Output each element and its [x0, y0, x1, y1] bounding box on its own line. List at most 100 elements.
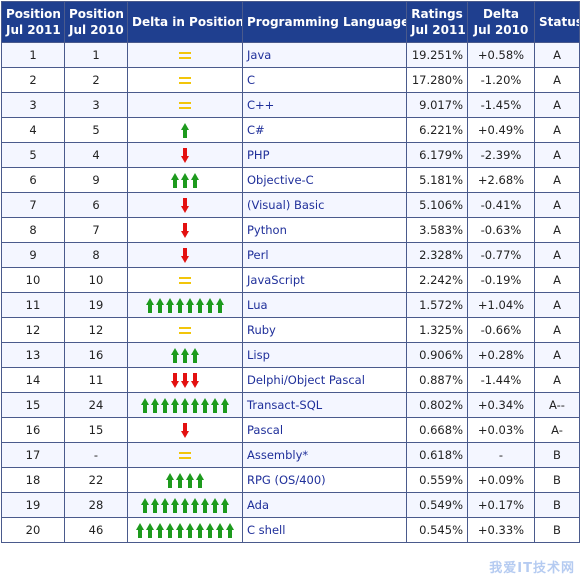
- delta-position-cell: [127, 367, 243, 393]
- table-row: 4 5 C# 6.221% +0.49% A: [1, 117, 580, 143]
- language-cell: Ada: [242, 492, 407, 518]
- arrow-up-icon: [165, 297, 175, 313]
- arrow-up-icon: [165, 472, 175, 488]
- position-2010-cell: 7: [64, 217, 128, 243]
- arrow-up-icon: [185, 472, 195, 488]
- table-row: 3 3 C++ 9.017% -1.45% A: [1, 92, 580, 118]
- ratings-cell: 2.242%: [406, 267, 468, 293]
- table-row: 2 2 C 17.280% -1.20% A: [1, 67, 580, 93]
- position-2011-cell: 15: [1, 392, 65, 418]
- delta-position-cell: [127, 267, 243, 293]
- status-cell: A: [534, 342, 580, 368]
- delta-position-cell: [127, 192, 243, 218]
- arrow-down-icon: [180, 372, 190, 388]
- status-cell: B: [534, 492, 580, 518]
- status-cell: A: [534, 92, 580, 118]
- position-2010-cell: 15: [64, 417, 128, 443]
- language-cell: Java: [242, 42, 407, 68]
- status-cell: A: [534, 167, 580, 193]
- delta-cell: +0.49%: [467, 117, 535, 143]
- delta-cell: +0.09%: [467, 467, 535, 493]
- ratings-cell: 0.545%: [406, 517, 468, 543]
- delta-position-cell: [127, 117, 243, 143]
- delta-cell: -1.20%: [467, 67, 535, 93]
- position-2011-cell: 20: [1, 517, 65, 543]
- position-2010-cell: 19: [64, 292, 128, 318]
- arrow-up-icon: [170, 347, 180, 363]
- delta-position-cell: [127, 492, 243, 518]
- table-row: 15 24 Transact-SQL 0.802% +0.34% A--: [1, 392, 580, 418]
- ranking-table: Position Jul 2011 Position Jul 2010 Delta …: [1, 1, 580, 543]
- status-cell: A: [534, 317, 580, 343]
- status-cell: A: [534, 217, 580, 243]
- ratings-cell: 2.328%: [406, 242, 468, 268]
- status-cell: A: [534, 267, 580, 293]
- position-2010-cell: 28: [64, 492, 128, 518]
- language-cell: Transact-SQL: [242, 392, 407, 418]
- position-2010-cell: 9: [64, 167, 128, 193]
- position-2011-cell: 18: [1, 467, 65, 493]
- arrow-up-icon: [215, 522, 225, 538]
- language-cell: Assembly*: [242, 442, 407, 468]
- delta-cell: +0.28%: [467, 342, 535, 368]
- position-2011-cell: 11: [1, 292, 65, 318]
- arrow-down-icon: [180, 247, 190, 263]
- delta-cell: -1.44%: [467, 367, 535, 393]
- header-position-2010: Position Jul 2010: [64, 1, 128, 43]
- language-cell: C++: [242, 92, 407, 118]
- ratings-cell: 5.181%: [406, 167, 468, 193]
- position-2011-cell: 13: [1, 342, 65, 368]
- arrow-up-icon: [195, 297, 205, 313]
- arrow-up-icon: [140, 497, 150, 513]
- watermark: 我爱IT技术网: [489, 561, 575, 576]
- arrow-up-icon: [160, 397, 170, 413]
- language-cell: Ruby: [242, 317, 407, 343]
- position-2011-cell: 1: [1, 42, 65, 68]
- ratings-cell: 6.179%: [406, 142, 468, 168]
- arrow-up-icon: [220, 397, 230, 413]
- table-row: 12 12 Ruby 1.325% -0.66% A: [1, 317, 580, 343]
- position-2011-cell: 2: [1, 67, 65, 93]
- language-cell: C#: [242, 117, 407, 143]
- arrow-up-icon: [175, 472, 185, 488]
- status-cell: A: [534, 42, 580, 68]
- position-2010-cell: 1: [64, 42, 128, 68]
- arrow-up-icon: [150, 397, 160, 413]
- arrow-up-icon: [190, 347, 200, 363]
- arrow-up-icon: [180, 122, 190, 138]
- ratings-cell: 17.280%: [406, 67, 468, 93]
- arrow-up-icon: [200, 497, 210, 513]
- arrow-up-icon: [155, 297, 165, 313]
- delta-position-cell: [127, 467, 243, 493]
- arrow-up-icon: [170, 397, 180, 413]
- arrow-down-icon: [170, 372, 180, 388]
- position-2010-cell: 2: [64, 67, 128, 93]
- language-cell: RPG (OS/400): [242, 467, 407, 493]
- table-body: 1 1 Java 19.251% +0.58% A 2 2 C 17.280% -1.20% A 3 3 C…: [1, 42, 580, 543]
- equal-icon: [179, 52, 191, 59]
- position-2010-cell: 10: [64, 267, 128, 293]
- arrow-up-icon: [220, 497, 230, 513]
- delta-cell: -0.41%: [467, 192, 535, 218]
- status-cell: A: [534, 367, 580, 393]
- delta-cell: -0.19%: [467, 267, 535, 293]
- arrow-up-icon: [180, 172, 190, 188]
- arrow-up-icon: [185, 522, 195, 538]
- position-2010-cell: 12: [64, 317, 128, 343]
- delta-cell: -1.45%: [467, 92, 535, 118]
- table-row: 17- Assembly* 0.618% - B: [1, 442, 580, 468]
- equal-icon: [179, 327, 191, 334]
- language-cell: C shell: [242, 517, 407, 543]
- delta-position-cell: [127, 92, 243, 118]
- delta-position-cell: [127, 67, 243, 93]
- arrow-up-icon: [180, 497, 190, 513]
- ratings-cell: 0.906%: [406, 342, 468, 368]
- delta-position-cell: [127, 417, 243, 443]
- status-cell: A: [534, 142, 580, 168]
- position-2011-cell: 14: [1, 367, 65, 393]
- delta-cell: -: [467, 442, 535, 468]
- ratings-cell: 0.559%: [406, 467, 468, 493]
- arrow-up-icon: [145, 522, 155, 538]
- status-cell: B: [534, 442, 580, 468]
- language-cell: Lua: [242, 292, 407, 318]
